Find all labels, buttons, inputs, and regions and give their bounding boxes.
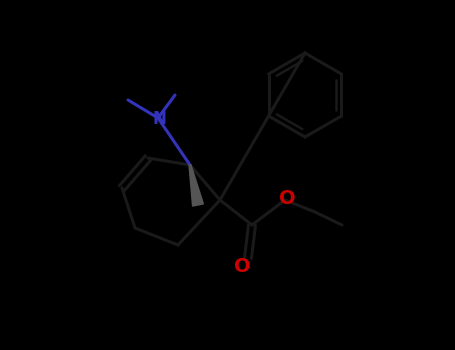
Polygon shape (189, 165, 203, 206)
Text: O: O (234, 257, 250, 275)
Text: O: O (278, 189, 295, 208)
Text: N: N (152, 110, 166, 128)
